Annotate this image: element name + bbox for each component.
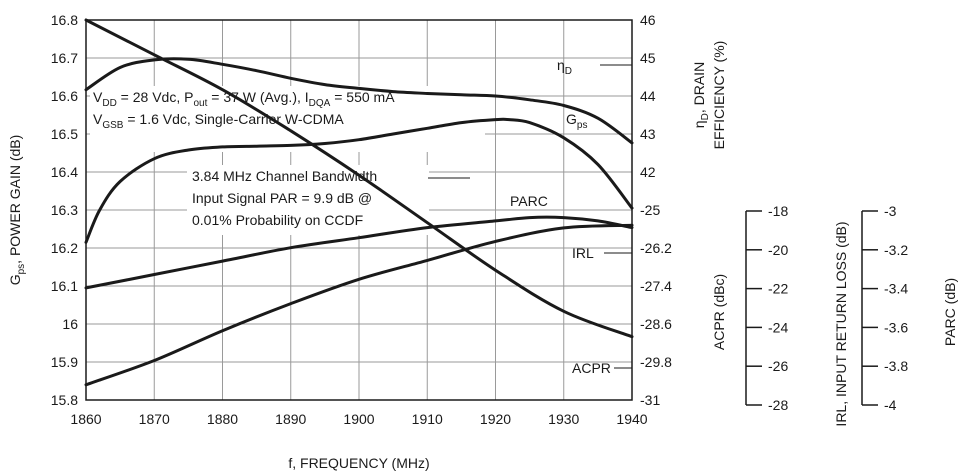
left-tick-label: 15.8 [51,392,78,408]
x-tick-label: 1890 [275,411,306,427]
signal-annotation-line: 3.84 MHz Channel Bandwidth [192,168,377,184]
left-tick-label: 16.1 [51,278,78,294]
subscript-text: ps [16,264,27,275]
signal-annotation-line: 0.01% Probability on CCDF [192,212,363,228]
series-parc-line [84,215,634,290]
right-lower-tick-label: -25 [640,202,660,218]
right-upper-tick-label: 45 [640,50,656,66]
subscript-text: D [700,113,711,120]
signal-box [187,165,429,235]
x-tick-label: 1870 [139,411,170,427]
conditions-box [90,86,485,152]
left-tick-label: 15.9 [51,354,78,370]
subscript-text: DQA [309,98,331,109]
subscript-text: out [193,98,207,109]
right-upper-axis-title-line2: EFFICIENCY (%) [711,41,727,150]
parc-tick-label: -3 [884,203,897,219]
right-upper-tick-label: 46 [640,12,656,28]
series-label-gps: Gps [566,111,587,131]
label-text: G [566,111,577,127]
acpr-axis-title: ACPR (dBc) [711,274,727,350]
conditions-line-1: VDD = 28 Vdc, Pout = 37 W (Avg.), IDQA =… [93,89,395,109]
right-lower-tick-label: -31 [640,392,660,408]
x-tick-label: 1910 [412,411,443,427]
label-text: = 550 mA [330,89,395,105]
subscript-text: D [565,66,572,77]
label-text: G [7,274,23,285]
x-tick-label: 1900 [343,411,374,427]
right-lower-tick-label: -27.4 [640,278,672,294]
plot-frame [85,19,633,401]
parc-tick-label: -4 [884,397,897,413]
irl-tick-label: -18 [768,203,788,219]
left-tick-label: 16 [62,316,78,332]
right-upper-tick-label: 42 [640,164,656,180]
label-text: V [93,111,103,127]
right-upper-tick-label: 43 [640,126,656,142]
irl-tick-label: -28 [768,397,788,413]
signal-annotation-line: Input Signal PAR = 9.9 dB @ [192,190,372,206]
irl-tick-label: -26 [768,358,788,374]
series-label-etad: ηD [557,57,572,77]
series-gps-line [84,117,634,244]
irl-axis-title: IRL, INPUT RETURN LOSS (dB) [833,221,849,426]
right-lower-tick-label: -29.8 [640,354,672,370]
left-tick-label: 16.5 [51,126,78,142]
x-tick-label: 1860 [70,411,101,427]
x-tick-label: 1880 [207,411,238,427]
parc-axis-title: PARC (dB) [942,278,958,346]
parc-tick-label: -3.2 [884,242,908,258]
series-acpr-line [84,18,634,339]
subscript-text: ps [577,120,588,131]
series-label-parc: PARC [510,193,548,209]
subscript-text: DD [102,98,116,109]
left-tick-label: 16.6 [51,88,78,104]
label-text: η [691,120,707,128]
series-label-irl: IRL [572,245,594,261]
label-text: , POWER GAIN (dB) [7,135,23,264]
right-upper-axis-title-line1: ηD, DRAIN [691,62,711,128]
left-tick-label: 16.3 [51,202,78,218]
x-tick-label: 1920 [480,411,511,427]
label-text: , DRAIN [691,62,707,113]
parc-tick-label: -3.8 [884,358,908,374]
x-tick-label: 1930 [548,411,579,427]
right-upper-tick-label: 44 [640,88,656,104]
label-text: ACPR [572,360,611,376]
series-d-line [84,57,634,145]
irl-tick-label: -24 [768,319,788,335]
left-axis-title: Gps, POWER GAIN (dB) [7,135,27,286]
label-text: = 1.6 Vdc, Single-Carrier W-CDMA [123,111,344,127]
label-text: η [557,57,565,73]
right-lower-tick-label: -28.6 [640,316,672,332]
x-axis-title: f, FREQUENCY (MHz) [288,455,429,471]
label-text: = 37 W (Avg.), I [207,89,308,105]
label-text: V [93,89,103,105]
label-text: IRL [572,245,594,261]
subscript-text: GSB [102,120,123,131]
irl-tick-label: -20 [768,242,788,258]
left-tick-label: 16.2 [51,240,78,256]
label-text: PARC [510,193,548,209]
left-tick-label: 16.7 [51,50,78,66]
parc-tick-label: -3.6 [884,319,908,335]
left-tick-label: 16.8 [51,12,78,28]
left-tick-label: 16.4 [51,164,78,180]
right-lower-tick-label: -26.2 [640,240,672,256]
parc-tick-label: -3.4 [884,281,908,297]
x-tick-label: 1940 [616,411,647,427]
label-text: = 28 Vdc, P [117,89,194,105]
series-label-acpr: ACPR [572,360,611,376]
series-irl-line [84,223,634,387]
irl-tick-label: -22 [768,281,788,297]
conditions-line-2: VGSB = 1.6 Vdc, Single-Carrier W-CDMA [93,111,344,131]
